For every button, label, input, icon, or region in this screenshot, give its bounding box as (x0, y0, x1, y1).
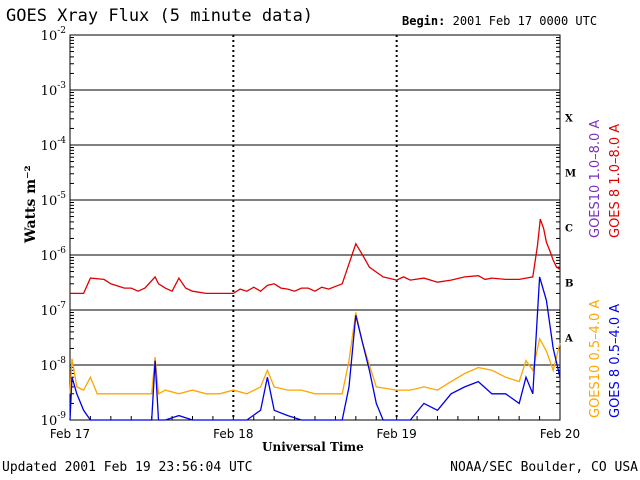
series-line-2 (69, 312, 561, 395)
chart-title: GOES Xray Flux (5 minute data) (6, 6, 314, 26)
y-tick-label: 10-4 (41, 136, 67, 154)
organization-label: NOAA/SEC Boulder, CO USA (450, 460, 638, 475)
y-tick-label: 10-6 (41, 246, 67, 264)
y-tick-label: 10-9 (41, 411, 67, 429)
y-tick-label: 10-3 (41, 81, 67, 99)
y-tick-label: 10-2 (41, 26, 66, 44)
legend-goes8-long: GOES 8 1.0–8.0 A (608, 123, 623, 238)
plot-frame (69, 34, 561, 421)
y-tick-label: 10-5 (41, 191, 67, 209)
legend-goes8-short: GOES 8 0.5–4.0 A (608, 303, 623, 418)
legend-goes10-long: GOES10 1.0–8.0 A (588, 119, 603, 238)
flare-class-label: B (565, 279, 573, 290)
x-tick-label: Feb 20 (540, 427, 580, 441)
series-line-3 (69, 276, 561, 421)
flare-class-label: M (565, 169, 576, 180)
begin-label: Begin: (402, 14, 446, 28)
legend-goes10-short: GOES10 0.5–4.0 A (588, 299, 603, 418)
y-tick-label: 10-7 (41, 301, 67, 319)
y-tick-label: 10-8 (41, 356, 67, 374)
x-tick-label: Feb 19 (376, 427, 416, 441)
x-tick-label: Feb 17 (50, 427, 90, 441)
series-line-1 (70, 218, 561, 295)
flare-class-label: A (564, 334, 573, 345)
flare-class-label: X (565, 114, 573, 125)
x-tick-label: Feb 18 (213, 427, 253, 441)
begin-time: Begin: 2001 Feb 17 0000 UTC (402, 14, 597, 28)
x-axis-label: Universal Time (262, 440, 364, 454)
begin-value: 2001 Feb 17 0000 UTC (452, 14, 598, 28)
flare-class-label: C (565, 224, 573, 235)
updated-timestamp: Updated 2001 Feb 19 23:56:04 UTC (2, 460, 253, 475)
